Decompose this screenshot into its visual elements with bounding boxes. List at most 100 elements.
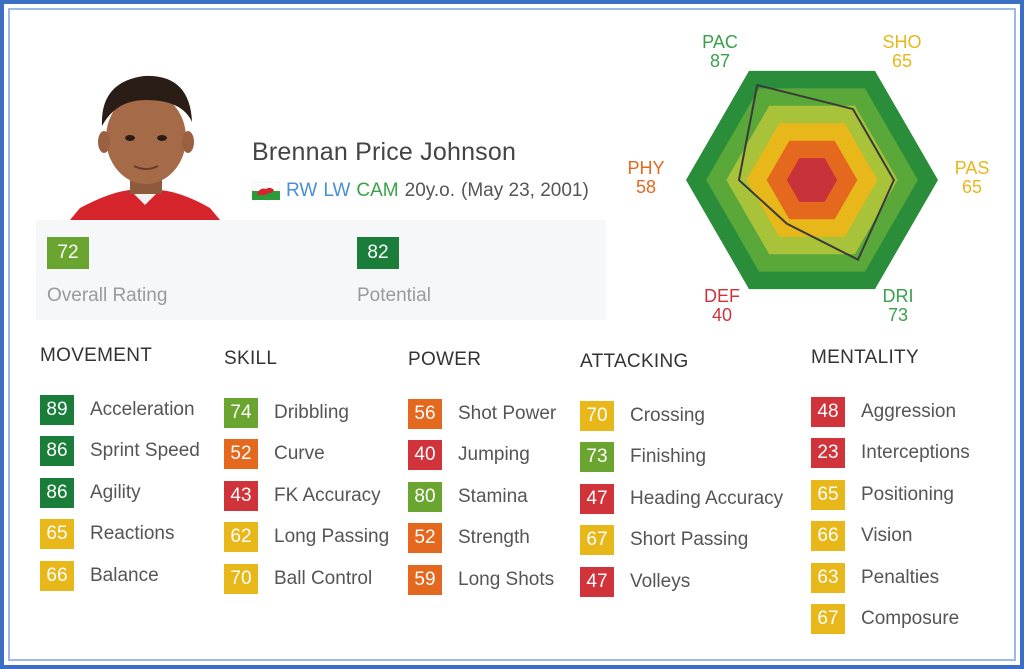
attribute-row: 52 Strength — [408, 518, 556, 560]
player-meta: RW LW CAM 20y.o. (May 23, 2001) — [252, 180, 589, 202]
attribute-row: 48 Aggression — [811, 391, 970, 433]
potential-rating-label: Potential — [357, 285, 431, 306]
radar-value-def: 40 — [712, 305, 732, 325]
category-movement: MOVEMENT 89 Acceleration 86 Sprint Speed 86 A… — [40, 345, 200, 597]
attribute-row: 70 Crossing — [580, 395, 783, 437]
attribute-row: 62 Long Passing — [224, 517, 389, 559]
radar-label-dri: DRI — [883, 286, 914, 306]
attribute-label: Shot Power — [458, 402, 557, 424]
attribute-label: Agility — [90, 481, 141, 503]
ratings-panel: 72 Overall Rating 82 Potential — [36, 220, 606, 320]
attribute-value-badge: 43 — [224, 480, 258, 511]
attribute-value-badge: 56 — [408, 398, 442, 429]
attribute-label: Heading Accuracy — [630, 487, 784, 509]
radar-value-pas: 65 — [962, 177, 982, 197]
attribute-label: Jumping — [458, 444, 530, 466]
attribute-value-badge: 65 — [40, 519, 74, 550]
attribute-label: Curve — [274, 443, 325, 465]
attribute-label: Finishing — [630, 446, 707, 468]
position-rw[interactable]: RW — [286, 180, 318, 201]
potential-rating-value: 82 — [357, 237, 399, 269]
attribute-label: Positioning — [861, 483, 954, 505]
attribute-row: 80 Stamina — [408, 476, 556, 518]
attribute-value-badge: 89 — [40, 394, 74, 425]
attribute-label: Crossing — [630, 404, 705, 426]
attribute-label: Sprint Speed — [90, 440, 200, 462]
overall-rating-value: 72 — [47, 237, 89, 269]
radar-player-polygon — [737, 83, 896, 262]
attribute-row: 86 Agility — [40, 472, 200, 514]
attribute-value-badge: 73 — [580, 442, 614, 473]
attribute-row: 86 Sprint Speed — [40, 431, 200, 473]
attribute-row: 47 Heading Accuracy — [580, 478, 783, 520]
radar-value-dri: 73 — [888, 305, 908, 325]
attribute-row: 63 Penalties — [811, 557, 970, 599]
wales-flag-icon — [252, 182, 280, 200]
position-cam[interactable]: CAM — [356, 180, 399, 201]
category-title: ATTACKING — [580, 351, 689, 372]
attribute-label: Composure — [861, 608, 960, 630]
attribute-label: FK Accuracy — [274, 484, 381, 506]
radar-label-sho: SHO — [882, 32, 921, 52]
attribute-label: Interceptions — [861, 442, 970, 464]
potential-rating: 82 Potential — [357, 237, 431, 307]
attribute-label: Vision — [861, 525, 913, 547]
attribute-label: Aggression — [861, 400, 957, 422]
radar-value-sho: 65 — [892, 51, 912, 71]
category-title: SKILL — [224, 348, 278, 369]
attribute-row: 65 Reactions — [40, 514, 200, 556]
attribute-row: 40 Jumping — [408, 435, 556, 477]
category-title: MOVEMENT — [40, 345, 153, 366]
attribute-value-badge: 47 — [580, 483, 614, 514]
attribute-row: 47 Volleys — [580, 561, 783, 603]
category-title: POWER — [408, 349, 482, 370]
attribute-value-badge: 67 — [580, 525, 614, 556]
attribute-value-badge: 63 — [811, 562, 845, 593]
radar-label-pac: PAC — [702, 32, 738, 52]
radar-label-phy: PHY — [627, 158, 664, 178]
position-lw[interactable]: LW — [323, 180, 351, 201]
player-age: 20y.o. — [404, 180, 455, 201]
attribute-value-badge: 66 — [811, 521, 845, 552]
radar-label-pas: PAS — [955, 158, 990, 178]
overall-rating: 72 Overall Rating — [47, 237, 167, 307]
attribute-row: 74 Dribbling — [224, 392, 389, 434]
player-photo — [70, 75, 220, 220]
radar-ring-6 — [786, 158, 838, 202]
attribute-label: Dribbling — [274, 401, 349, 423]
attribute-row: 59 Long Shots — [408, 559, 556, 601]
attribute-value-badge: 40 — [408, 440, 442, 471]
attribute-row: 70 Ball Control — [224, 558, 389, 600]
attribute-label: Strength — [458, 527, 530, 549]
attribute-row: 67 Short Passing — [580, 520, 783, 562]
player-name: Brennan Price Johnson — [252, 138, 517, 166]
attribute-row: 67 Composure — [811, 599, 970, 641]
attribute-label: Penalties — [861, 566, 940, 588]
attribute-value-badge: 80 — [408, 481, 442, 512]
attribute-row: 52 Curve — [224, 434, 389, 476]
attribute-label: Ball Control — [274, 567, 373, 589]
attribute-label: Volleys — [630, 570, 691, 592]
category-skill: SKILL 74 Dribbling 52 Curve 43 FK Accuracy 62 L… — [224, 348, 389, 600]
attribute-row: 66 Balance — [40, 555, 200, 597]
attribute-label: Balance — [90, 564, 159, 586]
attribute-value-badge: 59 — [408, 564, 442, 595]
attribute-row: 43 FK Accuracy — [224, 475, 389, 517]
attribute-label: Acceleration — [90, 398, 195, 420]
attribute-value-badge: 67 — [811, 604, 845, 635]
radar-value-phy: 58 — [636, 177, 656, 197]
attribute-label: Short Passing — [630, 529, 749, 551]
attribute-value-badge: 23 — [811, 438, 845, 469]
attribute-value-badge: 74 — [224, 397, 258, 428]
category-title: MENTALITY — [811, 347, 919, 368]
attribute-value-badge: 86 — [40, 477, 74, 508]
attribute-label: Reactions — [90, 523, 175, 545]
attribute-value-badge: 62 — [224, 522, 258, 553]
category-power: POWER 56 Shot Power 40 Jumping 80 Stamina 52 St… — [408, 349, 556, 601]
attribute-row: 23 Interceptions — [811, 433, 970, 475]
attribute-value-badge: 48 — [811, 396, 845, 427]
category-attacking: ATTACKING 70 Crossing 73 Finishing 47 Heading… — [580, 351, 783, 603]
radar-label-def: DEF — [704, 286, 740, 306]
attribute-value-badge: 47 — [580, 566, 614, 597]
